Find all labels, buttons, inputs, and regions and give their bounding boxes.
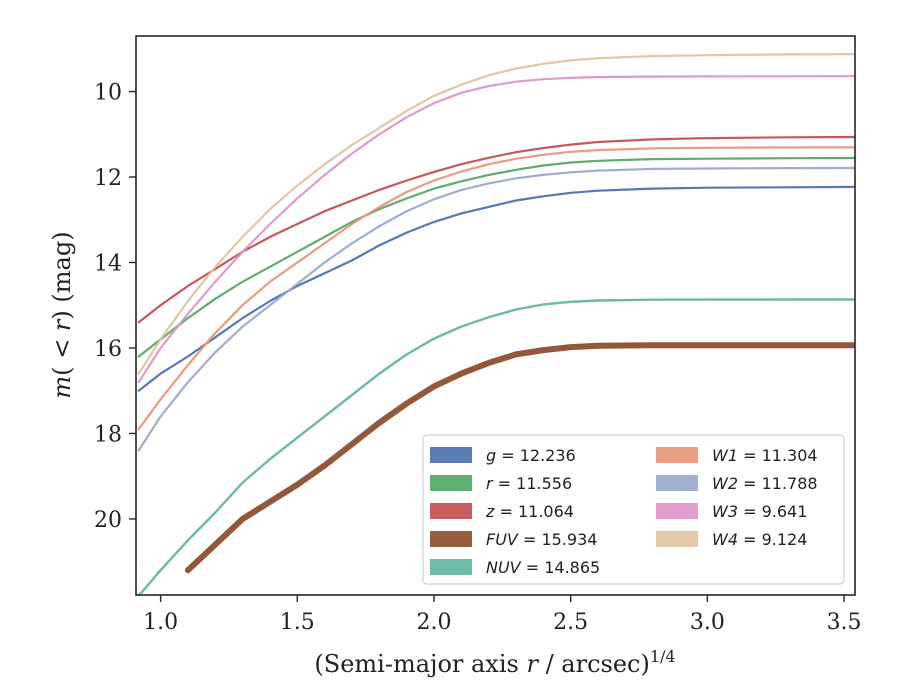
legend-label-w3: W3 = 9.641: [712, 502, 807, 521]
legend-swatch-nuv: [430, 559, 472, 575]
x-tick-label: 1.5: [280, 610, 315, 635]
y-tick-label: 20: [94, 508, 122, 533]
series-line-nuv: [137, 298, 855, 595]
legend-swatch-r: [430, 475, 472, 491]
legend-label-w2: W2 = 11.788: [712, 474, 818, 493]
legend-swatch-w2: [656, 475, 698, 491]
series-line-w4: [137, 53, 855, 375]
legend-swatch-w4: [656, 531, 698, 547]
x-axis-label: (Semi-major axis r / arcsec)1/4: [314, 647, 675, 678]
series-layer: [137, 53, 855, 595]
y-tick-label: 16: [94, 337, 122, 362]
x-tick-label: 3.0: [690, 610, 725, 635]
legend: g = 12.236 r = 11.556 z = 11.064 FUV = 15.9…: [422, 434, 845, 585]
legend-swatch-w3: [656, 503, 698, 519]
legend-label-w4: W4 = 9.124: [712, 530, 807, 549]
y-axis-label: m( < r) (mag): [48, 231, 76, 398]
x-tick-label: 3.5: [827, 610, 862, 635]
legend-box: [422, 434, 845, 585]
legend-label-z: z = 11.064: [485, 502, 574, 521]
series-line-fuv: [184, 342, 855, 574]
legend-label-fuv: FUV = 15.934: [486, 530, 597, 549]
x-tick-label: 2.0: [416, 610, 451, 635]
legend-swatch-g: [430, 447, 472, 463]
y-tick-label: 18: [94, 422, 122, 447]
y-tick-label: 10: [94, 81, 122, 106]
axes-layer: 1.0 1.5 2.0 2.5 3.0 3.5 10 12 14 16 18 20: [94, 81, 862, 635]
legend-label-g: g = 12.236: [486, 446, 576, 465]
y-tick-label: 14: [94, 252, 122, 277]
x-tick-label: 2.5: [553, 610, 588, 635]
series-line-r: [137, 156, 855, 358]
legend-label-nuv: NUV = 14.865: [486, 558, 600, 577]
series-line-w1: [137, 146, 855, 431]
legend-swatch-fuv: [430, 531, 472, 547]
series-line-w2: [137, 166, 855, 452]
y-tick-label: 12: [94, 166, 122, 191]
series-line-w3: [137, 75, 855, 384]
legend-label-r: r = 11.556: [486, 474, 572, 493]
plot-frame: [135, 35, 856, 596]
legend-label-w1: W1 = 11.304: [712, 446, 818, 465]
x-tick-label: 1.0: [143, 610, 178, 635]
series-line-z: [137, 135, 855, 324]
legend-swatch-z: [430, 503, 472, 519]
series-line-g: [137, 185, 855, 392]
legend-swatch-w1: [656, 447, 698, 463]
